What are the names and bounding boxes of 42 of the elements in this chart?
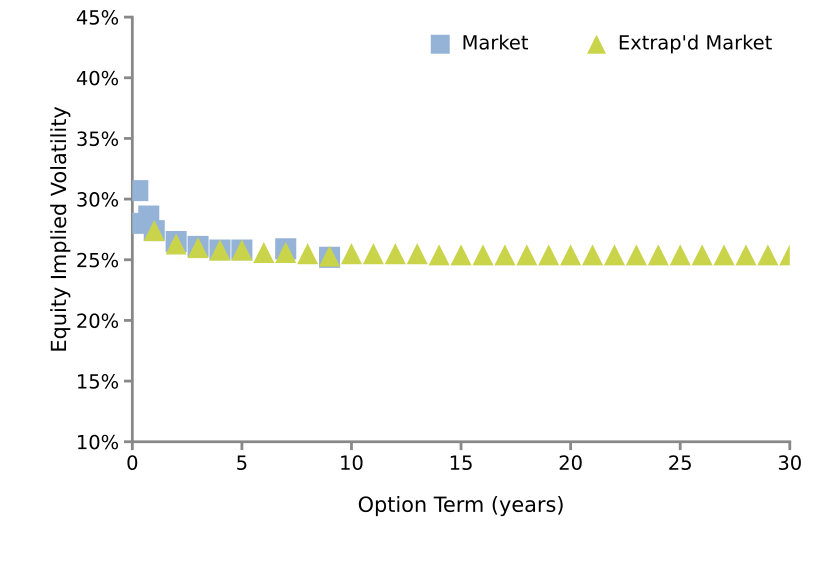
point — [560, 244, 582, 266]
point — [582, 244, 604, 266]
point — [670, 244, 691, 266]
x-tick-label: 0 — [127, 455, 138, 470]
y-tick-label: 25% — [77, 252, 118, 268]
y-tick-label: 15% — [78, 374, 118, 389]
x-tick-label: 15 — [450, 456, 472, 470]
point — [604, 244, 625, 266]
legend-label: Extrap'd Market — [620, 34, 772, 54]
legend-label: Market — [464, 34, 528, 50]
point — [538, 244, 560, 266]
point — [297, 243, 318, 264]
x-axis-title: Option Term (years) — [358, 496, 563, 516]
y-tick-label: 35% — [77, 131, 118, 146]
point — [626, 244, 647, 266]
x-tick-label: 5 — [237, 456, 246, 470]
point — [757, 244, 778, 266]
y-tick-label: 45% — [76, 10, 118, 25]
x-tick-label: 30 — [778, 455, 801, 470]
point — [384, 243, 406, 264]
point — [516, 244, 538, 266]
x-tick-label: 20 — [560, 455, 582, 470]
point — [735, 244, 756, 266]
point — [362, 243, 384, 264]
y-tick-label: 20% — [77, 313, 118, 328]
x-tick-label: 25 — [669, 455, 691, 470]
point — [714, 244, 735, 266]
point — [275, 242, 296, 264]
y-tick-label: 40% — [76, 70, 118, 86]
point — [648, 244, 669, 266]
point — [428, 244, 450, 266]
y-axis-title: Equity Implied Volatility — [50, 106, 70, 351]
point — [253, 242, 274, 264]
point — [692, 244, 713, 266]
x-tick-label: 10 — [341, 455, 363, 470]
y-tick-label: 10% — [78, 434, 118, 450]
point — [450, 244, 472, 266]
point — [406, 243, 428, 264]
point — [340, 243, 362, 264]
point — [472, 244, 494, 266]
y-tick-label: 30% — [77, 192, 118, 207]
point — [494, 244, 516, 266]
